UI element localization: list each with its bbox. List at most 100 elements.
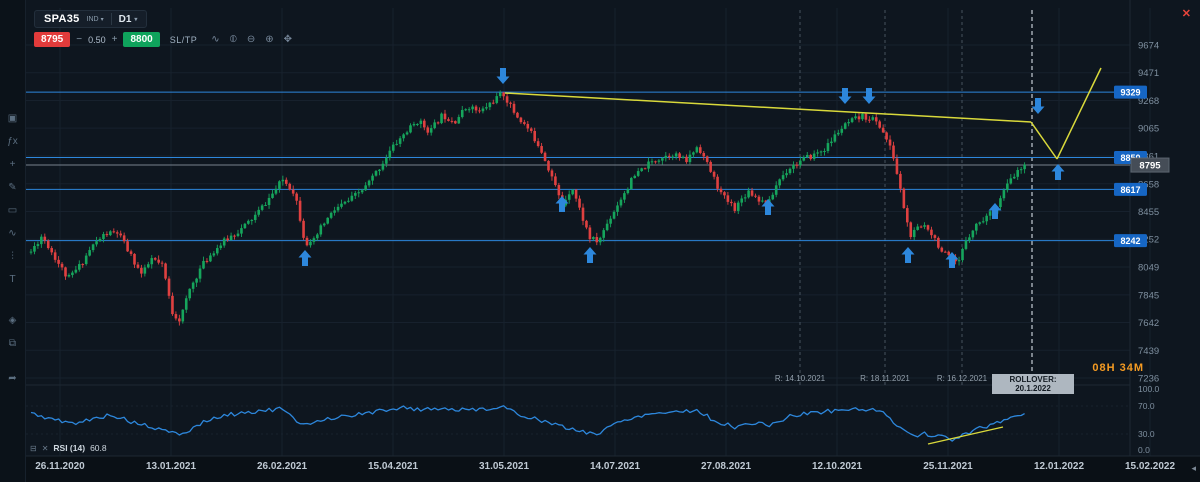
move-crosshair-icon[interactable]: ✥	[283, 34, 293, 45]
close-icon[interactable]: ✕	[1181, 8, 1191, 20]
candle	[109, 231, 112, 236]
candle	[878, 121, 881, 128]
instrument-type-selector[interactable]: IND ▾	[87, 16, 104, 23]
candle	[378, 169, 381, 172]
buy-signal-arrow	[901, 247, 915, 263]
timeframe-label: D1	[118, 13, 132, 25]
remove-icon[interactable]: ✕	[41, 443, 49, 453]
candle	[595, 237, 599, 243]
candle	[360, 190, 364, 193]
volume-tool-icon[interactable]: ◈	[8, 315, 17, 326]
candle	[943, 251, 947, 253]
candle	[419, 120, 423, 124]
objects-icon[interactable]: ⦶	[229, 34, 237, 45]
date-tick: 13.01.2021	[145, 461, 197, 472]
candle	[457, 117, 461, 124]
candle	[664, 155, 668, 159]
buy-signal-arrow	[298, 250, 312, 266]
candle	[333, 210, 336, 213]
candle	[647, 161, 650, 169]
sell-signal-arrow	[838, 88, 852, 104]
fibonacci-icon[interactable]: ⫶	[11, 251, 14, 262]
candle	[398, 138, 402, 144]
volume-decrease-button[interactable]: −	[76, 34, 83, 45]
candle	[902, 188, 906, 209]
candle	[833, 134, 837, 142]
time-axis[interactable]: ◂ 26.11.2020 13.01.2021 26.02.2021 15.04.20…	[0, 456, 1200, 482]
candle	[881, 127, 885, 133]
candle	[543, 152, 547, 161]
candle	[912, 229, 916, 238]
candle	[612, 211, 616, 219]
chart-style-icon[interactable]: ∿	[211, 34, 220, 45]
screenshot-icon[interactable]: ▣	[7, 113, 18, 124]
add-indicator-icon[interactable]: +	[9, 159, 16, 170]
candle	[74, 269, 78, 273]
elliott-wave-icon[interactable]: ∿	[8, 228, 17, 239]
draw-pencil-icon[interactable]: ✎	[8, 182, 17, 193]
session-timer: 08H 34M	[1092, 362, 1144, 374]
candle	[485, 107, 488, 109]
candle	[143, 267, 147, 274]
zoom-in-icon[interactable]: ⊕	[265, 34, 274, 45]
candle	[285, 179, 288, 184]
sell-button[interactable]: 8795	[34, 32, 71, 47]
candle	[167, 278, 171, 296]
svg-text:9329: 9329	[1120, 88, 1140, 98]
candle	[102, 234, 105, 239]
buy-button[interactable]: 8800	[123, 32, 160, 47]
candle	[447, 119, 450, 121]
zoom-out-icon[interactable]: ⊖	[246, 34, 256, 45]
candle	[402, 134, 405, 139]
candle	[98, 238, 102, 242]
candle	[688, 154, 692, 163]
candle	[581, 207, 585, 221]
collapse-icon[interactable]: ⊟	[30, 443, 37, 453]
candle	[129, 251, 133, 254]
rollover-note: R: 14.10.2021	[775, 374, 826, 383]
fx-indicators-icon[interactable]: ƒx	[7, 136, 18, 147]
price-axis-label: 9471	[1138, 68, 1159, 79]
candle	[526, 123, 530, 129]
candle	[961, 248, 964, 261]
candle	[930, 229, 933, 236]
candle	[319, 225, 323, 235]
candle	[978, 222, 982, 224]
candle	[95, 241, 98, 245]
candle	[1019, 169, 1023, 171]
candle	[740, 198, 743, 203]
candle	[757, 196, 761, 202]
volume-increase-button[interactable]: +	[111, 34, 118, 45]
candle	[388, 150, 392, 158]
candle	[498, 92, 502, 97]
text-tool-icon[interactable]: T	[9, 274, 16, 285]
candle	[792, 164, 795, 169]
price-axis-label: 8049	[1138, 262, 1159, 273]
shapes-icon[interactable]: ▭	[7, 205, 18, 216]
date-tick: 14.07.2021	[589, 461, 641, 472]
candle	[871, 117, 875, 120]
candle	[771, 194, 775, 200]
instrument-type-label: IND	[86, 15, 99, 23]
scroll-left-icon[interactable]: ◂	[1191, 463, 1196, 473]
candle	[233, 235, 236, 237]
candle	[426, 127, 430, 133]
svg-text:8617: 8617	[1120, 185, 1140, 195]
candle	[57, 259, 60, 264]
candle	[253, 214, 257, 221]
timeframe-selector[interactable]: D1 ▾	[119, 14, 138, 25]
rsi-axis-label: 100.0	[1138, 384, 1160, 394]
candle	[761, 200, 764, 202]
candle	[785, 173, 788, 176]
candle	[650, 161, 654, 163]
candle	[726, 195, 730, 202]
candle	[464, 109, 467, 111]
candle	[157, 259, 160, 263]
share-icon[interactable]: ➦	[8, 373, 17, 384]
volume-value[interactable]: 0.50	[88, 34, 106, 45]
layers-icon[interactable]: ⧉	[8, 338, 17, 349]
candle	[160, 262, 164, 264]
sltp-button[interactable]: SL/TP	[169, 34, 198, 45]
candle	[874, 117, 878, 122]
